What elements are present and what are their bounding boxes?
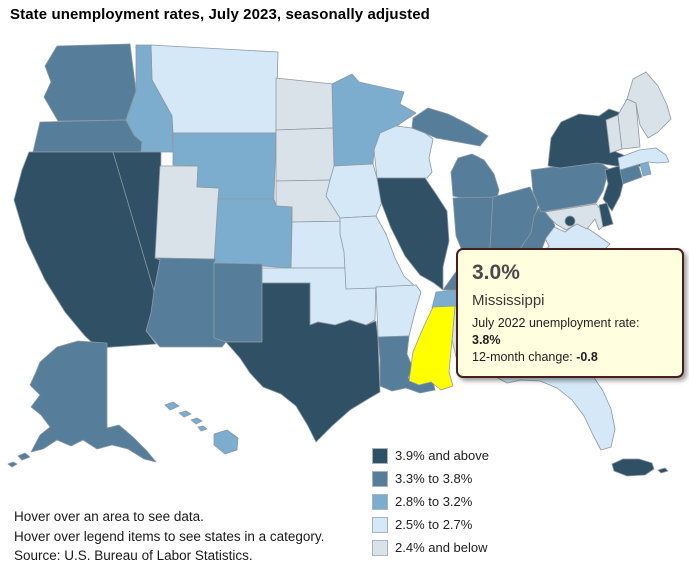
state-pennsylvania[interactable] xyxy=(530,160,610,213)
tooltip-12-month-change: 12-month change: -0.8 xyxy=(472,350,598,364)
state-new-mexico[interactable] xyxy=(213,262,263,343)
legend-label-cat2: 3.3% to 3.8% xyxy=(395,471,473,486)
footer-source: Source: U.S. Bureau of Labor Statistics. xyxy=(14,548,253,563)
state-wisconsin[interactable] xyxy=(373,125,434,179)
state-district-of-columbia[interactable] xyxy=(564,215,576,227)
legend: 3.9% and above 3.3% to 3.8% 2.8% to 3.2%… xyxy=(372,444,489,559)
state-new-hampshire[interactable] xyxy=(617,98,641,150)
state-oregon[interactable] xyxy=(32,119,143,153)
legend-item-cat3[interactable]: 2.8% to 3.2% xyxy=(372,490,489,513)
state-colorado[interactable] xyxy=(213,198,293,269)
state-delaware[interactable] xyxy=(598,202,614,228)
state-wyoming[interactable] xyxy=(172,132,277,200)
state-puerto-rico[interactable] xyxy=(611,458,669,477)
legend-label-cat1: 3.9% and above xyxy=(395,448,489,463)
legend-label-cat5: 2.4% and below xyxy=(395,540,488,555)
legend-item-cat1[interactable]: 3.9% and above xyxy=(372,444,489,467)
page-title: State unemployment rates, July 2023, sea… xyxy=(10,6,430,23)
state-alaska[interactable] xyxy=(7,340,157,468)
footer-notes: Hover over an area to see data. Hover ov… xyxy=(14,507,324,566)
footer-hover-note: Hover over an area to see data. xyxy=(14,509,204,524)
state-washington[interactable] xyxy=(43,43,137,122)
legend-swatch-cat4 xyxy=(372,516,388,533)
state-texas[interactable] xyxy=(225,282,381,443)
state-massachusetts[interactable] xyxy=(617,147,670,171)
tooltip-prior-rate: July 2022 unemployment rate: 3.8% xyxy=(472,316,640,347)
legend-item-cat5[interactable]: 2.4% and below xyxy=(372,536,489,559)
legend-item-cat4[interactable]: 2.5% to 2.7% xyxy=(372,513,489,536)
state-south-dakota[interactable] xyxy=(275,127,341,182)
state-iowa[interactable] xyxy=(325,163,383,219)
legend-item-cat2[interactable]: 3.3% to 3.8% xyxy=(372,467,489,490)
state-michigan[interactable] xyxy=(411,107,500,199)
state-louisiana[interactable] xyxy=(377,335,436,394)
legend-label-cat4: 2.5% to 2.7% xyxy=(395,517,473,532)
state-arkansas[interactable] xyxy=(375,284,422,338)
state-maine[interactable] xyxy=(626,71,672,139)
state-rhode-island[interactable] xyxy=(639,161,652,177)
state-hawaii[interactable] xyxy=(164,401,239,455)
legend-swatch-cat3 xyxy=(372,493,388,510)
legend-swatch-cat5 xyxy=(372,539,388,556)
footer-legend-note: Hover over legend items to see states in… xyxy=(14,528,325,544)
legend-swatch-cat1 xyxy=(372,447,388,464)
legend-swatch-cat2 xyxy=(372,470,388,487)
state-mississippi[interactable] xyxy=(408,305,456,391)
state-arizona[interactable] xyxy=(145,257,227,348)
tooltip-rate-value: 3.0% xyxy=(472,261,520,284)
state-north-dakota[interactable] xyxy=(275,77,335,131)
hover-tooltip: 3.0% Mississippi July 2022 unemployment … xyxy=(456,248,684,378)
legend-label-cat3: 2.8% to 3.2% xyxy=(395,494,473,509)
tooltip-state-name: Mississippi xyxy=(472,292,545,309)
